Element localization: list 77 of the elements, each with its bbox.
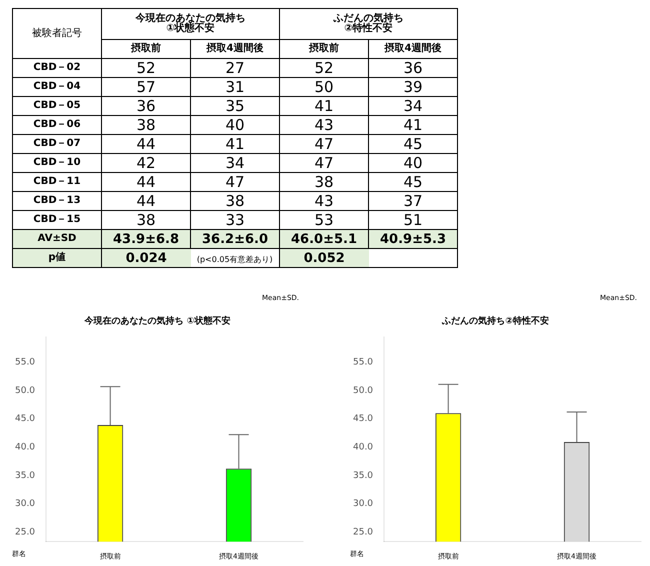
text: 38 (225, 192, 245, 210)
text: 0.052 (304, 250, 345, 266)
text: 45 (403, 134, 423, 152)
y-tick-label: 55.0 (14, 358, 36, 368)
text: 今現在のあなたの気持ち ①状態不安 (102, 8, 280, 40)
text: 36.2±6.0 (202, 232, 268, 246)
category-label: CBD－06 (33, 119, 81, 130)
y-tick-label: 40.0 (352, 442, 374, 452)
text: 35 (225, 96, 245, 114)
text: 47 (225, 172, 245, 190)
text: 47 (314, 134, 334, 152)
text: 被験者記号 (12, 8, 102, 58)
y-tick-label: 25.0 (14, 527, 36, 538)
text: ふだんの気持ち ②特性不安 (280, 8, 458, 40)
text: 38 (136, 210, 156, 228)
text: 44 (136, 134, 156, 152)
text: 52 (314, 58, 334, 76)
category-label: 摂取4週間後 (190, 40, 280, 58)
text: (p<0.05有意差あり) (196, 254, 273, 264)
text: 44 (136, 172, 156, 190)
text: 50 (314, 78, 334, 96)
text: 40 (225, 116, 245, 134)
text: 38 (314, 172, 334, 190)
text: 34 (403, 96, 423, 114)
category-label: CBD－07 (33, 138, 81, 149)
y-tick-label: 25.0 (352, 527, 374, 538)
y-tick-label: 50.0 (352, 386, 374, 396)
text: 0.024 (126, 250, 167, 266)
y-tick-label: 45.0 (14, 414, 36, 424)
category-label: CBD－02 (33, 62, 81, 73)
text: 38 (136, 116, 156, 134)
category-label: 摂取4週間後 (368, 40, 458, 58)
category-label: CBD－05 (33, 100, 81, 111)
text: 53 (314, 210, 334, 228)
y-tick-label: 35.0 (352, 470, 374, 481)
y-tick-label: 40.0 (14, 442, 36, 452)
text: 43.9±6.8 (113, 232, 179, 246)
y-tick-label: 50.0 (14, 386, 36, 396)
category-label: CBD－11 (33, 176, 81, 187)
text: 39 (403, 78, 423, 96)
text: 51 (403, 210, 423, 228)
text: 41 (225, 134, 245, 152)
text: 40 (403, 154, 423, 172)
text: 36 (403, 58, 423, 76)
text: 36 (136, 96, 156, 114)
category-label: CBD－10 (33, 157, 81, 168)
text: 37 (403, 192, 423, 210)
category-label: 摂取前 (280, 40, 368, 58)
y-tick-label: 35.0 (14, 470, 36, 481)
text: 33 (225, 210, 245, 228)
text: 46.0±5.1 (291, 232, 357, 246)
category-label: 摂取前 (102, 40, 190, 58)
category-label: CBD－15 (33, 214, 81, 225)
text: 47 (314, 154, 334, 172)
text: 34 (225, 154, 245, 172)
text: 57 (136, 78, 156, 96)
text: 40.9±5.3 (380, 232, 446, 246)
category-label: p値 (48, 252, 66, 263)
text: 45 (403, 172, 423, 190)
text: 31 (225, 78, 245, 96)
text: 43 (314, 116, 334, 134)
category-label: AV±SD (38, 233, 76, 244)
y-tick-label: 55.0 (352, 358, 374, 368)
chart-title: 今現在のあなたの気持ち ①状態不安 (84, 316, 230, 327)
y-tick-label: 45.0 (352, 414, 374, 424)
text: 27 (225, 58, 245, 76)
text: 41 (403, 116, 423, 134)
category-label: CBD－13 (33, 195, 81, 206)
category-label: CBD－04 (33, 81, 81, 92)
text: 44 (136, 192, 156, 210)
text: 41 (314, 96, 334, 114)
text: 52 (136, 58, 156, 76)
text: 43 (314, 192, 334, 210)
chart-title: ふだんの気持ち②特性不安 (441, 316, 549, 327)
y-tick-label: 30.0 (352, 499, 374, 510)
y-tick-label: 30.0 (14, 499, 36, 510)
text: 42 (136, 154, 156, 172)
